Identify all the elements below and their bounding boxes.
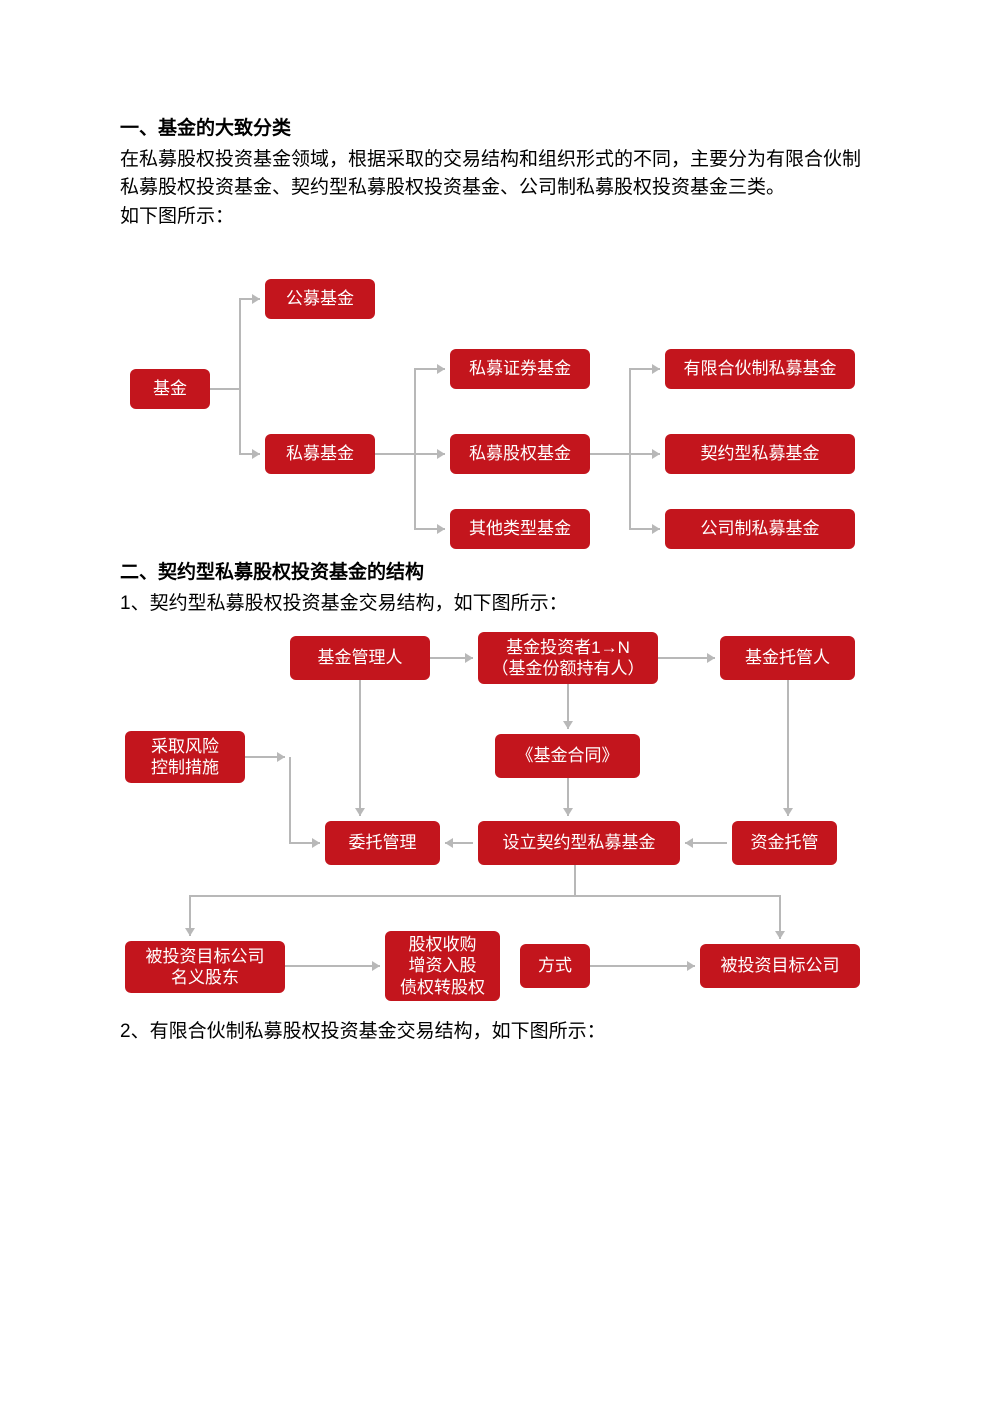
node-label: 名义股东 <box>171 967 239 988</box>
node-label: 增资入股 <box>409 955 477 976</box>
section1-para1: 在私募股权投资基金领域，根据采取的交易结构和组织形式的不同，主要分为有限合伙制私… <box>120 146 873 203</box>
node-label: 公募基金 <box>286 288 354 309</box>
node-label: 被投资目标公司 <box>146 946 265 967</box>
node-label: 采取风险 <box>151 736 219 757</box>
section2-para2: 2、有限合伙制私募股权投资基金交易结构，如下图所示： <box>120 1018 873 1047</box>
node-label: 公司制私募基金 <box>701 518 820 539</box>
node-label: 控制措施 <box>151 757 219 778</box>
node-label: 私募基金 <box>286 443 354 464</box>
node-lp_fund: 有限合伙制私募基金 <box>665 349 855 389</box>
node-label: 《基金合同》 <box>517 745 619 766</box>
node-setup: 设立契约型私募基金 <box>478 821 680 865</box>
node-public: 公募基金 <box>265 279 375 319</box>
node-label: 资金托管 <box>751 832 819 853</box>
node-private: 私募基金 <box>265 434 375 474</box>
node-pe_equity: 私募股权基金 <box>450 434 590 474</box>
node-corp: 公司制私募基金 <box>665 509 855 549</box>
node-custodian: 基金托管人 <box>720 636 855 680</box>
node-entrust: 委托管理 <box>325 821 440 865</box>
node-pe_other: 其他类型基金 <box>450 509 590 549</box>
node-contractdoc: 《基金合同》 <box>495 734 640 778</box>
node-label: 债权转股权 <box>400 977 485 998</box>
node-label: 方式 <box>538 955 572 976</box>
section2-para1: 1、契约型私募股权投资基金交易结构，如下图所示： <box>120 590 873 619</box>
node-way: 方式 <box>520 944 590 988</box>
node-label: 股权收购 <box>409 934 477 955</box>
node-label: 基金投资者1→N <box>506 637 630 658</box>
node-label: 设立契约型私募基金 <box>503 832 656 853</box>
node-nominal: 被投资目标公司名义股东 <box>125 941 285 993</box>
section2-heading: 二、契约型私募股权投资基金的结构 <box>120 559 873 588</box>
node-label: （基金份额持有人） <box>492 658 645 679</box>
node-fund: 基金 <box>130 369 210 409</box>
node-label: 私募股权基金 <box>469 443 571 464</box>
node-pe_sec: 私募证券基金 <box>450 349 590 389</box>
node-methods: 股权收购增资入股债权转股权 <box>385 931 500 1001</box>
node-risk: 采取风险控制措施 <box>125 731 245 783</box>
fund-classification-diagram: 基金 公募基金私募基金 私募证券基金私募股权基金其他类型基金 有限合伙制私募基金契约型… <box>120 239 880 549</box>
node-mgr: 基金管理人 <box>290 636 430 680</box>
node-contract: 契约型私募基金 <box>665 434 855 474</box>
node-target: 被投资目标公司 <box>700 944 860 988</box>
node-label: 被投资目标公司 <box>721 955 840 976</box>
node-label: 基金 <box>153 378 187 399</box>
node-investor: 基金投资者1→N（基金份额持有人） <box>478 632 658 684</box>
node-label: 其他类型基金 <box>469 518 571 539</box>
section1-para2: 如下图所示： <box>120 203 873 232</box>
node-label: 契约型私募基金 <box>701 443 820 464</box>
node-label: 基金托管人 <box>745 647 830 668</box>
node-label: 私募证券基金 <box>469 358 571 379</box>
node-label: 有限合伙制私募基金 <box>684 358 837 379</box>
node-label: 委托管理 <box>349 832 417 853</box>
contract-fund-structure-diagram: 基金管理人 基金投资者1→N（基金份额持有人） 基金托管人采取风险控制措施 《基金合同… <box>120 626 880 1006</box>
section1-heading: 一、基金的大致分类 <box>120 115 873 144</box>
node-label: 基金管理人 <box>318 647 403 668</box>
node-custody: 资金托管 <box>732 821 837 865</box>
